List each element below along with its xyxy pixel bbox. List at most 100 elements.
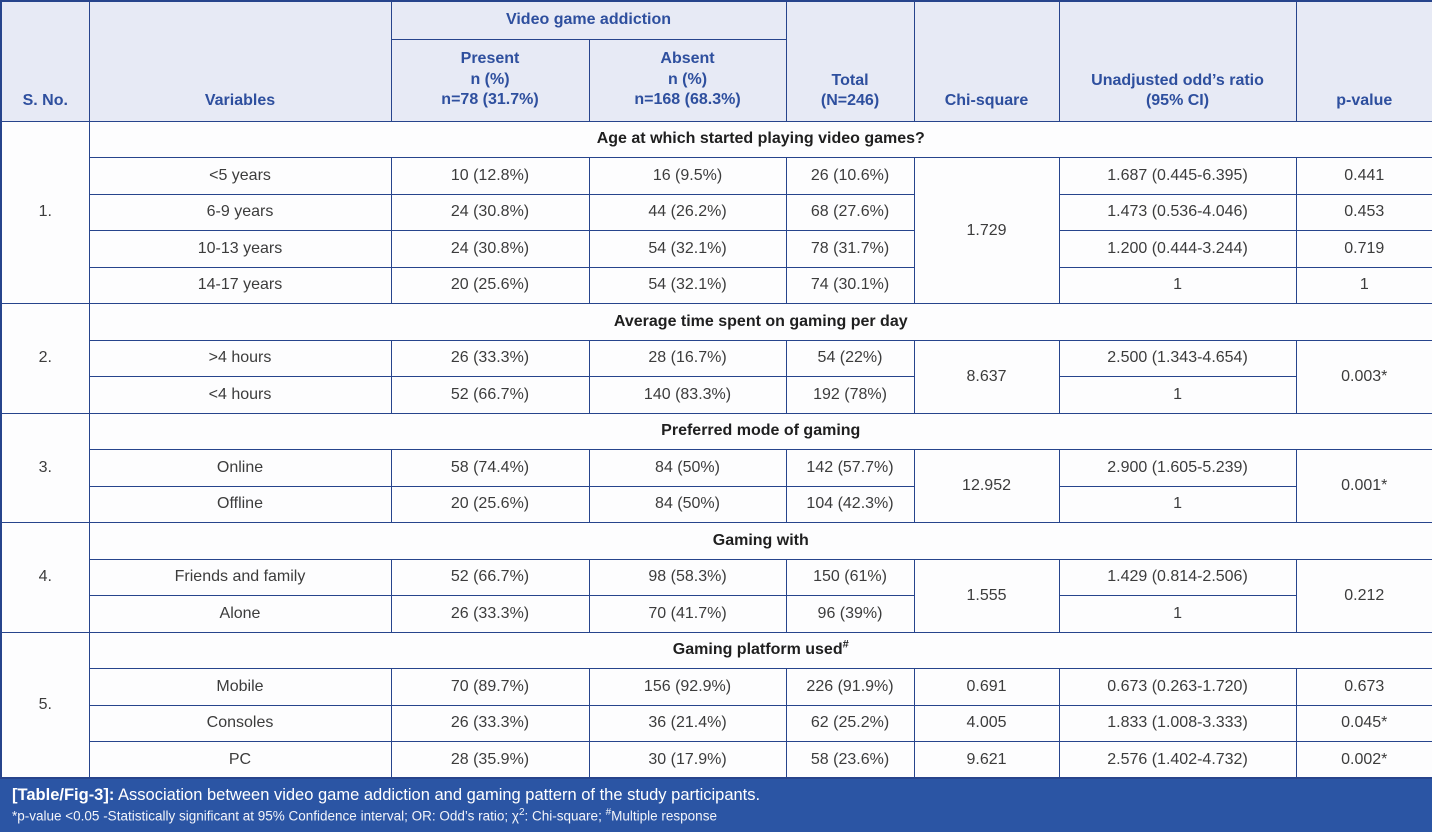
- cell-total: 58 (23.6%): [785, 741, 915, 779]
- section-title: Preferred mode of gaming: [88, 412, 1432, 450]
- cell-present: 24 (30.8%): [390, 230, 590, 268]
- section-title: Average time spent on gaming per day: [88, 303, 1432, 341]
- table-header: S. No. Variables Video game addiction To…: [0, 0, 1432, 122]
- table-row: Friends and family 52 (66.7%) 98 (58.3%) 15…: [1, 558, 1432, 633]
- cell-present: 26 (33.3%): [390, 339, 590, 377]
- cell-p-value: 0.441: [1295, 157, 1432, 195]
- cell-p-value: 0.719: [1295, 230, 1432, 268]
- table-row: <4 hours 52 (66.7%) 140 (83.3%) 192 (78%) 1: [1, 376, 1432, 414]
- section-title: Gaming with: [88, 522, 1432, 560]
- cell-s-no: 1.: [0, 120, 90, 304]
- table-row: >4 hours 26 (33.3%) 28 (16.7%) 54 (22%) 8.63…: [1, 339, 1432, 414]
- footnote-text: : Chi-square;: [524, 808, 606, 824]
- cell-total: 104 (42.3%): [785, 485, 915, 523]
- table-row: PC 28 (35.9%) 30 (17.9%) 58 (23.6%) 9.621 2.5…: [1, 741, 1432, 779]
- cell-odds-ratio: 1.200 (0.444-3.244): [1058, 230, 1297, 268]
- cell-variable: Offline: [88, 485, 392, 523]
- cell-chi-square: 1.555: [913, 558, 1060, 633]
- cell-total: 74 (30.1%): [785, 266, 915, 304]
- cell-s-no: 3.: [0, 412, 90, 523]
- cell-absent: 54 (32.1%): [588, 266, 787, 304]
- cell-odds-ratio: 0.673 (0.263-1.720): [1058, 668, 1297, 706]
- cell-total: 78 (31.7%): [785, 230, 915, 268]
- caption-bar: [Table/Fig-3]: Association between video…: [0, 779, 1432, 832]
- table-row: Alone 26 (33.3%) 70 (41.7%) 96 (39%) 1: [1, 595, 1432, 633]
- cell-variable: 6-9 years: [88, 193, 392, 231]
- cell-variable: PC: [88, 741, 392, 779]
- section-title-row: 5. Gaming platform used#: [0, 631, 1432, 779]
- cell-odds-ratio: 1.833 (1.008-3.333): [1058, 704, 1297, 742]
- cell-absent: 28 (16.7%): [588, 339, 787, 377]
- cell-absent: 156 (92.9%): [588, 668, 787, 706]
- header-chi-square: Chi-square: [913, 0, 1060, 122]
- footnote-sup-2: 2: [518, 807, 525, 819]
- cell-total: 62 (25.2%): [785, 704, 915, 742]
- section-title-row: 4. Gaming with: [0, 522, 1432, 633]
- cell-absent: 140 (83.3%): [588, 376, 787, 414]
- cell-variable: <5 years: [88, 157, 392, 195]
- table-caption: [Table/Fig-3]: Association between video…: [12, 785, 1420, 806]
- cell-present: 26 (33.3%): [390, 595, 590, 633]
- cell-odds-ratio: 1: [1058, 266, 1297, 304]
- header-p-value: p-value: [1295, 0, 1432, 122]
- table-row: Mobile 70 (89.7%) 156 (92.9%) 226 (91.9%) 0.…: [1, 668, 1432, 706]
- cell-p-value: 0.212: [1295, 558, 1432, 633]
- caption-label: [Table/Fig-3]:: [12, 786, 115, 804]
- cell-present: 52 (66.7%): [390, 558, 590, 596]
- cell-p-value: 1: [1295, 266, 1432, 304]
- cell-absent: 84 (50%): [588, 485, 787, 523]
- cell-odds-ratio: 1: [1058, 485, 1297, 523]
- header-present: Present n (%) n=78 (31.7%): [390, 38, 590, 122]
- cell-total: 192 (78%): [785, 376, 915, 414]
- header-odds-ratio: Unadjusted odd’s ratio (95% CI): [1058, 0, 1297, 122]
- cell-variable: 10-13 years: [88, 230, 392, 268]
- cell-p-value: 0.453: [1295, 193, 1432, 231]
- cell-present: 20 (25.6%): [390, 266, 590, 304]
- cell-variable: 14-17 years: [88, 266, 392, 304]
- cell-present: 10 (12.8%): [390, 157, 590, 195]
- table-footnote: *p-value <0.05 -Statistically significan…: [12, 806, 1420, 826]
- cell-odds-ratio: 1: [1058, 376, 1297, 414]
- header-video-game-addiction: Video game addiction: [390, 0, 787, 40]
- cell-absent: 84 (50%): [588, 449, 787, 487]
- cell-s-no: 5.: [0, 631, 90, 779]
- cell-total: 150 (61%): [785, 558, 915, 596]
- cell-p-value: 0.003*: [1295, 339, 1432, 414]
- cell-chi-square: 8.637: [913, 339, 1060, 414]
- cell-chi-square: 1.729: [913, 157, 1060, 304]
- cell-p-value: 0.001*: [1295, 449, 1432, 523]
- cell-chi-square: 4.005: [913, 704, 1060, 742]
- section-title-row: 3. Preferred mode of gaming: [0, 412, 1432, 523]
- cell-variable: <4 hours: [88, 376, 392, 414]
- header-s-no: S. No.: [0, 0, 90, 122]
- cell-absent: 30 (17.9%): [588, 741, 787, 779]
- cell-odds-ratio: 2.900 (1.605-5.239): [1058, 449, 1297, 487]
- cell-p-value: 0.673: [1295, 668, 1432, 706]
- cell-present: 26 (33.3%): [390, 704, 590, 742]
- section-title-sup: #: [842, 638, 849, 651]
- table-row: 10-13 years 24 (30.8%) 54 (32.1%) 78 (31.7%…: [1, 230, 1432, 268]
- cell-variable: Friends and family: [88, 558, 392, 596]
- cell-variable: Alone: [88, 595, 392, 633]
- header-absent: Absent n (%) n=168 (68.3%): [588, 38, 787, 122]
- cell-variable: Online: [88, 449, 392, 487]
- cell-variable: >4 hours: [88, 339, 392, 377]
- cell-variable: Consoles: [88, 704, 392, 742]
- cell-s-no: 4.: [0, 522, 90, 633]
- cell-p-value: 0.002*: [1295, 741, 1432, 779]
- cell-variable: Mobile: [88, 668, 392, 706]
- association-table: S. No. Variables Video game addiction To…: [0, 0, 1432, 779]
- table-row: Online 58 (74.4%) 84 (50%) 142 (57.7%) 12.95…: [1, 449, 1432, 523]
- section-title: Gaming platform used#: [88, 631, 1432, 669]
- cell-odds-ratio: 2.576 (1.402-4.732): [1058, 741, 1297, 779]
- table-row: 6-9 years 24 (30.8%) 44 (26.2%) 68 (27.6%) 1…: [1, 193, 1432, 231]
- cell-present: 28 (35.9%): [390, 741, 590, 779]
- cell-present: 24 (30.8%): [390, 193, 590, 231]
- cell-absent: 98 (58.3%): [588, 558, 787, 596]
- cell-present: 58 (74.4%): [390, 449, 590, 487]
- cell-present: 20 (25.6%): [390, 485, 590, 523]
- footnote-text: Multiple response: [611, 808, 717, 824]
- cell-absent: 70 (41.7%): [588, 595, 787, 633]
- section-title: Age at which started playing video games…: [88, 120, 1432, 158]
